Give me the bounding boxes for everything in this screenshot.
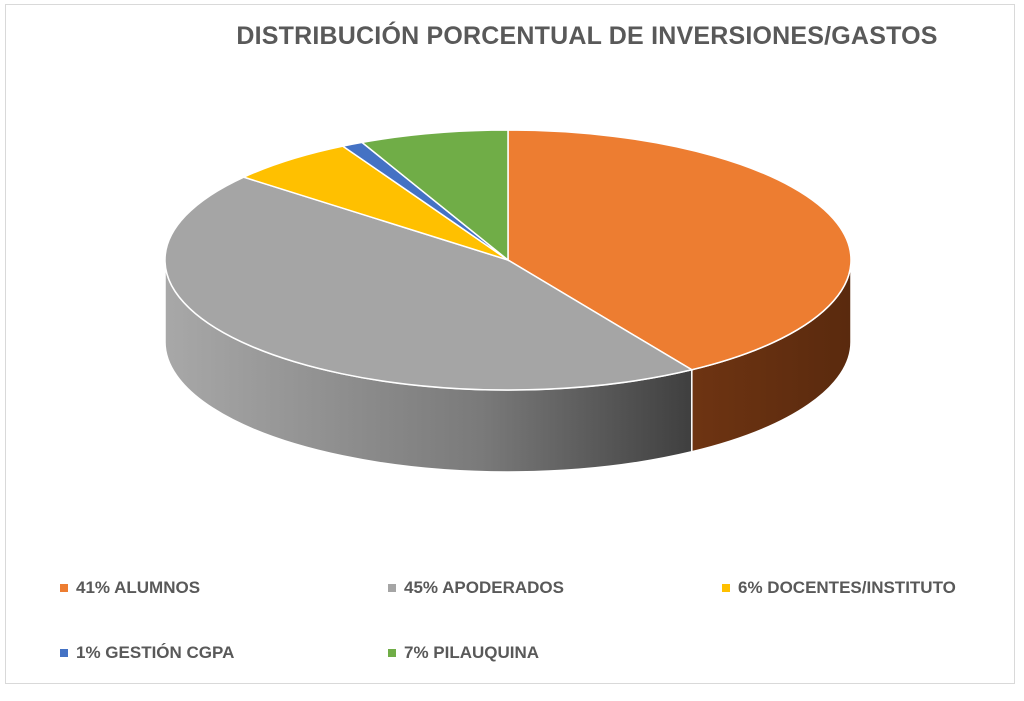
pie-tops (164, 129, 852, 391)
pie-slice-0 (507, 129, 852, 371)
pie-slice-4 (360, 129, 509, 262)
pie-slice-1 (164, 176, 694, 391)
pie-slice-2 (241, 145, 509, 261)
chart-title: DISTRIBUCIÓN PORCENTUAL DE INVERSIONES/G… (236, 22, 938, 50)
